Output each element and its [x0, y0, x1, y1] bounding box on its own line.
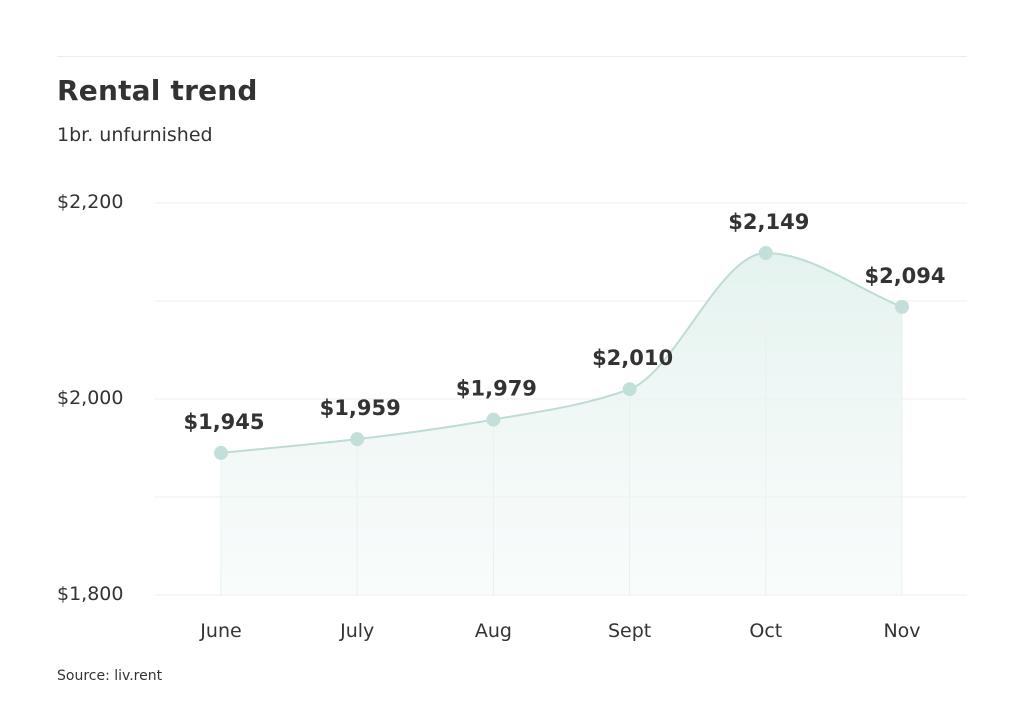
x-tick-label: Sept: [608, 620, 651, 642]
data-point: [622, 382, 637, 397]
data-label: $1,959: [320, 396, 401, 420]
data-label: $2,010: [592, 346, 673, 370]
data-labels: $1,945 $1,959 $1,979 $2,010 $2,149 $2,094: [183, 210, 945, 434]
markers: [214, 245, 909, 460]
top-divider: [57, 56, 967, 57]
y-axis-ticks: $1,800 $2,000 $2,200: [57, 191, 123, 605]
y-tick-label: $2,200: [57, 191, 123, 213]
data-point: [895, 299, 909, 314]
x-tick-label: July: [339, 620, 374, 642]
point-droplines: [220, 252, 903, 595]
y-tick-label: $2,000: [57, 387, 123, 409]
data-point: [758, 245, 773, 260]
series-line: [220, 251, 903, 454]
x-tick-label: Oct: [749, 620, 782, 642]
data-point: [350, 432, 365, 447]
x-tick-label: June: [199, 620, 241, 642]
chart-subtitle: 1br. unfurnished: [57, 124, 213, 146]
x-tick-label: Aug: [475, 620, 512, 642]
x-tick-label: Nov: [883, 620, 920, 642]
y-tick-label: $1,800: [57, 583, 123, 605]
data-point: [486, 412, 501, 427]
data-label: $1,979: [456, 377, 537, 401]
line-layer: [220, 251, 903, 454]
chart-title: Rental trend: [57, 74, 258, 107]
area-fill: [221, 252, 902, 595]
data-point: [214, 445, 228, 460]
data-label: $2,149: [728, 210, 809, 234]
source-note: Source: liv.rent: [57, 668, 163, 684]
data-label: $2,094: [864, 264, 945, 288]
x-axis-ticks: June July Aug Sept Oct Nov: [199, 620, 920, 642]
area-layer: [221, 252, 902, 595]
data-label: $1,945: [183, 410, 264, 434]
